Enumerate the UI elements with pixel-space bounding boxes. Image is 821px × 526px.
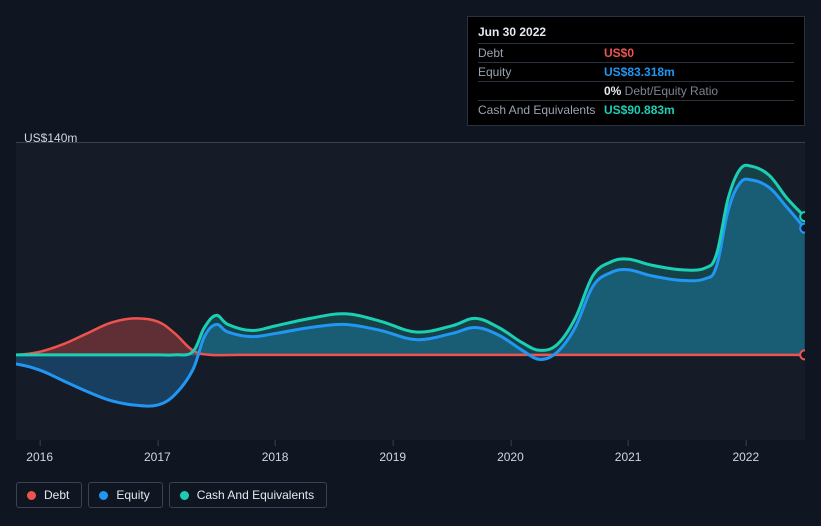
x-axis-tick: 2019 [379, 450, 406, 464]
tooltip-row-value: US$83.318m [604, 65, 794, 79]
x-axis-tick-label: 2018 [262, 450, 289, 464]
cash-end-marker [800, 212, 805, 221]
area-chart [16, 142, 805, 440]
legend-item[interactable]: Debt [16, 482, 82, 508]
x-axis-tick: 2021 [615, 450, 642, 464]
tooltip-rows: DebtUS$0EquityUS$83.318m0% Debt/Equity R… [478, 43, 794, 119]
tooltip-row-label [478, 84, 604, 98]
x-axis-tick-label: 2019 [379, 450, 406, 464]
legend-label: Debt [44, 488, 69, 502]
tooltip-row-label: Cash And Equivalents [478, 103, 604, 117]
area-chart-svg [16, 142, 805, 440]
x-axis-tick-label: 2017 [144, 450, 171, 464]
tooltip-row: 0% Debt/Equity Ratio [478, 81, 794, 100]
x-axis-tick: 2020 [497, 450, 524, 464]
debt-end-marker [800, 350, 805, 359]
legend-label: Equity [116, 488, 149, 502]
legend-swatch [27, 491, 36, 500]
x-axis-tick-label: 2020 [497, 450, 524, 464]
legend-item[interactable]: Cash And Equivalents [169, 482, 327, 508]
legend-swatch [180, 491, 189, 500]
tooltip-row: Cash And EquivalentsUS$90.883m [478, 100, 794, 119]
x-axis-tick-label: 2022 [732, 450, 759, 464]
x-axis-tick-label: 2016 [26, 450, 53, 464]
chart-tooltip: Jun 30 2022 DebtUS$0EquityUS$83.318m0% D… [467, 16, 805, 126]
x-axis-tick: 2017 [144, 450, 171, 464]
legend-swatch [99, 491, 108, 500]
tooltip-date: Jun 30 2022 [478, 23, 794, 43]
legend-label: Cash And Equivalents [197, 488, 314, 502]
tooltip-row-label: Debt [478, 46, 604, 60]
x-axis-tick: 2016 [26, 450, 53, 464]
x-axis-tick: 2018 [262, 450, 289, 464]
legend-item[interactable]: Equity [88, 482, 162, 508]
tooltip-row-value: US$0 [604, 46, 794, 60]
tooltip-row: EquityUS$83.318m [478, 62, 794, 81]
tooltip-row-value: US$90.883m [604, 103, 794, 117]
tooltip-row-value: 0% Debt/Equity Ratio [604, 84, 794, 98]
x-axis: 2016 2017 2018 2019 2020 2021 2022 [16, 450, 805, 470]
x-axis-tick-label: 2021 [615, 450, 642, 464]
tooltip-row: DebtUS$0 [478, 43, 794, 62]
equity-end-marker [800, 224, 805, 233]
x-axis-tick: 2022 [732, 450, 759, 464]
tooltip-row-label: Equity [478, 65, 604, 79]
legend: Debt Equity Cash And Equivalents [16, 482, 327, 508]
